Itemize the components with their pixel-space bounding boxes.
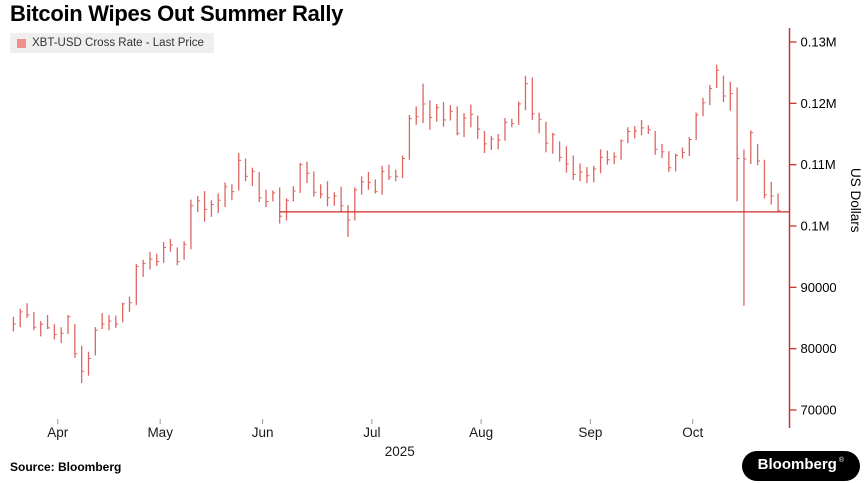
legend-swatch-icon bbox=[17, 38, 26, 48]
registered-mark: ® bbox=[838, 457, 844, 464]
x-axis-tick-label: Aug bbox=[469, 425, 493, 440]
y-axis-tick-label: 0.11M bbox=[801, 157, 836, 172]
y-axis-tick-label: 70000 bbox=[801, 403, 837, 418]
x-axis-year-label: 2025 bbox=[385, 444, 415, 459]
x-axis-tick-label: Sep bbox=[578, 425, 602, 440]
x-axis: Apr May Jun Jul Aug Sep Oct 2025 bbox=[47, 419, 703, 459]
y-axis-title: US Dollars bbox=[848, 168, 863, 233]
bloomberg-logo-text: Bloomberg bbox=[757, 456, 837, 473]
y-axis-tick-label: 0.1M bbox=[801, 219, 830, 234]
bloomberg-logo: Bloomberg ® bbox=[741, 451, 860, 481]
y-axis-tick-label: 80000 bbox=[801, 341, 837, 356]
legend-label: XBT-USD Cross Rate - Last Price bbox=[32, 37, 204, 49]
chart-title: Bitcoin Wipes Out Summer Rally bbox=[10, 1, 344, 26]
y-axis bbox=[788, 28, 797, 428]
y-axis-tick-label: 0.12M bbox=[801, 96, 837, 111]
x-axis-tick-label: Oct bbox=[682, 425, 703, 440]
x-axis-tick-label: Apr bbox=[47, 425, 69, 440]
source-note: Source: Bloomberg bbox=[10, 460, 122, 474]
legend: XBT-USD Cross Rate - Last Price bbox=[10, 33, 214, 53]
x-axis-tick-label: May bbox=[147, 425, 173, 440]
y-axis-tick-label: 0.13M bbox=[801, 35, 837, 50]
price-bars bbox=[12, 64, 781, 384]
y-axis-tick-label: 90000 bbox=[801, 280, 837, 295]
x-axis-tick-label: Jun bbox=[252, 425, 274, 440]
x-axis-tick-label: Jul bbox=[363, 425, 380, 440]
